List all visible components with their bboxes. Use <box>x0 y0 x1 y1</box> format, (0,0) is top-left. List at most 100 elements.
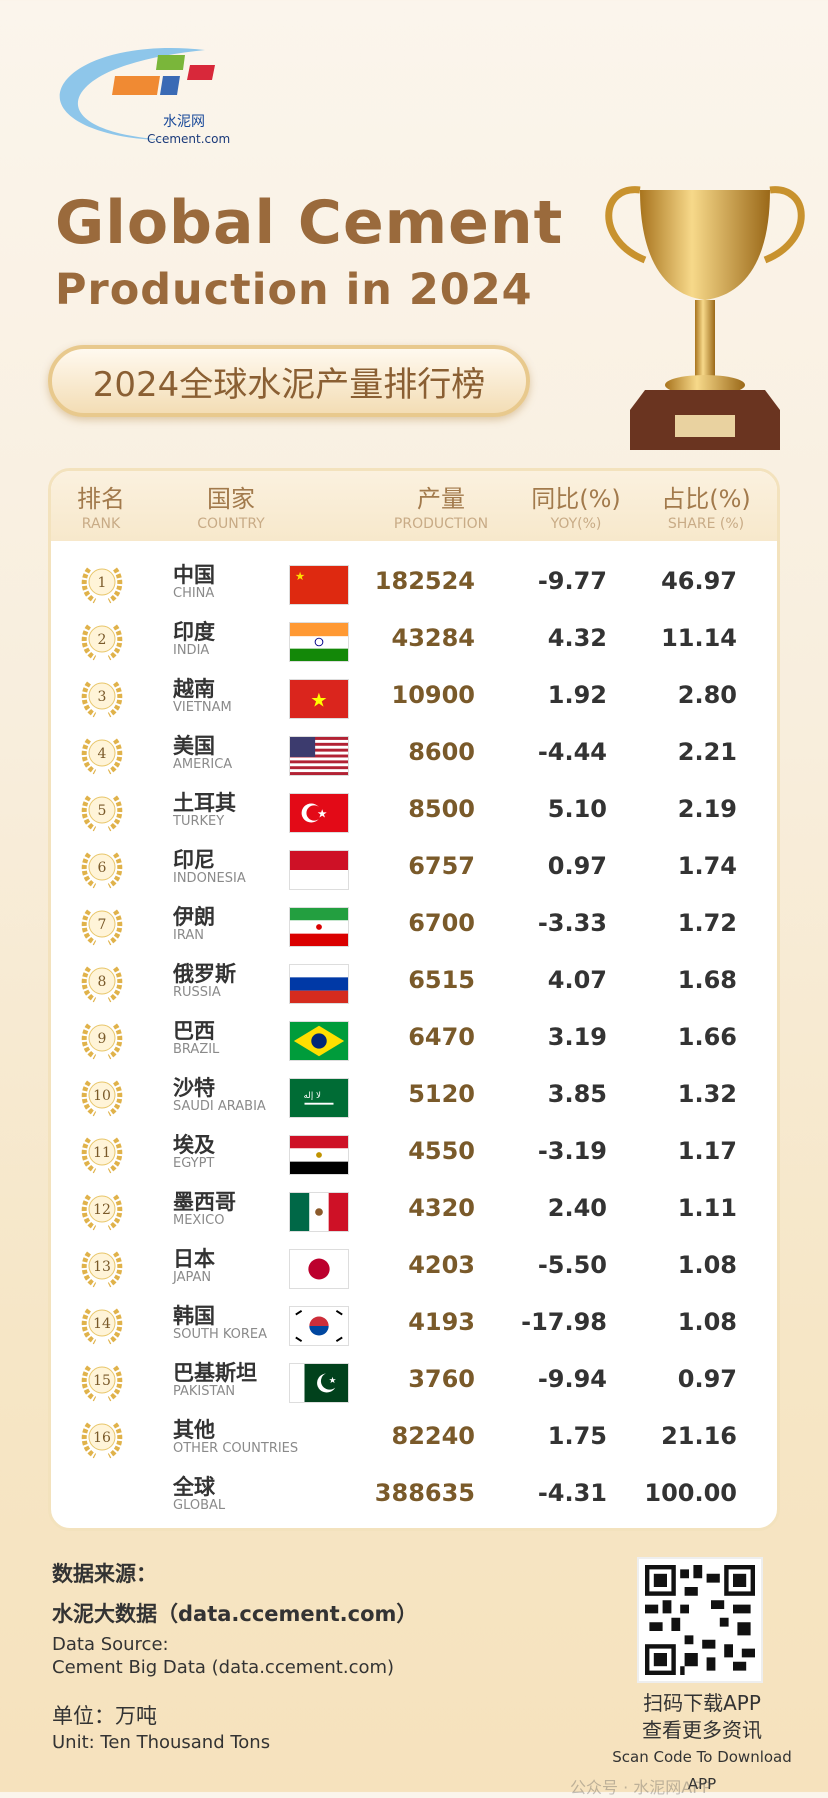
logo-zh: 水泥网 <box>163 114 205 130</box>
rank-number: 14 <box>93 1316 111 1332</box>
yoy-value: 1.92 <box>547 681 607 709</box>
rank-number: 13 <box>93 1259 111 1275</box>
production-value: 388635 <box>374 1479 475 1507</box>
table-row: 9 巴西 BRAZIL 6470 3.19 1.66 <box>51 1009 777 1066</box>
laurel-medal-icon: 5 <box>81 795 123 832</box>
production-value: 82240 <box>391 1422 476 1450</box>
rank-number: 11 <box>93 1145 111 1161</box>
table-row: 11 埃及 EGYPT 4550 -3.19 1.17 <box>51 1123 777 1180</box>
svg-text:★: ★ <box>317 807 327 821</box>
production-value: 6757 <box>408 852 475 880</box>
logo-en: Ccement.com <box>147 132 230 146</box>
country-name-zh: 土耳其 <box>173 791 236 815</box>
flag-kr-icon <box>289 1306 349 1346</box>
flag-tr-icon: ★ <box>289 793 349 833</box>
header-production: 产量 PRODUCTION <box>381 479 501 532</box>
qr-code[interactable] <box>637 1557 763 1683</box>
country-name-zh: 日本 <box>173 1247 215 1271</box>
qr-caption-3: Scan Code To Download APP <box>612 1748 792 1793</box>
yoy-value: 2.40 <box>547 1194 607 1222</box>
share-value: 1.74 <box>677 852 737 880</box>
laurel-medal-icon: 11 <box>81 1137 123 1174</box>
share-value: 46.97 <box>661 567 737 595</box>
share-value: 1.68 <box>677 966 737 994</box>
yoy-value: -4.31 <box>537 1479 607 1507</box>
header-rank-zh: 排名 <box>77 485 125 513</box>
production-value: 182524 <box>374 567 475 595</box>
country-name-zh: 伊朗 <box>173 905 215 929</box>
flag-jp-icon <box>289 1249 349 1289</box>
yoy-value: 4.32 <box>547 624 607 652</box>
share-value: 2.80 <box>677 681 737 709</box>
production-value: 6515 <box>408 966 475 994</box>
flag-pk-icon: ★ <box>289 1363 349 1403</box>
country-name-zh: 巴基斯坦 <box>173 1361 257 1385</box>
production-value: 4193 <box>408 1308 475 1336</box>
yoy-value: -3.19 <box>537 1137 607 1165</box>
qr-caption-1: 扫码下载APP <box>643 1691 761 1715</box>
laurel-medal-icon: 16 <box>81 1422 123 1459</box>
country-name-en: TURKEY <box>173 814 225 829</box>
share-value: 1.08 <box>677 1308 737 1336</box>
subtitle-pill: 2024全球水泥产量排行榜 <box>48 345 530 417</box>
rank-number: 6 <box>98 860 107 876</box>
table-row: 14 韩国 SOUTH KOREA 4193 -17.98 1.08 <box>51 1294 777 1351</box>
watermark: 公众号 · 水泥网APP <box>570 1778 712 1797</box>
country-name-zh: 越南 <box>173 677 215 701</box>
share-value: 2.21 <box>677 738 737 766</box>
trophy-icon <box>605 186 805 450</box>
header-share-en: SHARE (%) <box>667 516 745 532</box>
country-name-en: GLOBAL <box>173 1498 226 1513</box>
rank-number: 12 <box>93 1202 111 1218</box>
production-value: 8500 <box>408 795 475 823</box>
laurel-medal-icon: 9 <box>81 1023 123 1060</box>
production-value: 4203 <box>408 1251 475 1279</box>
rank-number: 9 <box>98 1031 107 1047</box>
table-header: 排名 RANK 国家 COUNTRY 产量 PRODUCTION 同比(%) YOY(%… <box>51 471 777 541</box>
table-row: 2 印度 INDIA 43284 4.32 11.14 <box>51 610 777 667</box>
country-name-zh: 韩国 <box>173 1304 215 1328</box>
table-row: 15 巴基斯坦 PAKISTAN ★ 3760 -9.94 0.97 <box>51 1351 777 1408</box>
rank-number: 1 <box>98 575 107 591</box>
laurel-medal-icon: 10 <box>81 1080 123 1117</box>
header-rank-en: RANK <box>81 516 121 532</box>
rank-number: 10 <box>93 1088 111 1104</box>
svg-text:ﻻ إله: ﻻ إله <box>304 1091 322 1101</box>
table-row: 5 土耳其 TURKEY ★ 8500 5.10 2.19 <box>51 781 777 838</box>
laurel-medal-icon: 6 <box>81 852 123 889</box>
rank-number: 3 <box>98 689 107 705</box>
country-name-zh: 墨西哥 <box>173 1190 236 1214</box>
country-name-en: MEXICO <box>173 1213 225 1228</box>
rank-number: 2 <box>98 632 107 648</box>
table-row: 4 美国 AMERICA 8600 -4.44 2.21 <box>51 724 777 781</box>
country-name-zh: 其他 <box>173 1418 215 1442</box>
header-yoy: 同比(%) YOY(%) <box>521 479 631 532</box>
country-name-en: INDONESIA <box>173 871 246 886</box>
yoy-value: 4.07 <box>547 966 607 994</box>
qr-caption: 扫码下载APP 查看更多资讯 Scan Code To Download APP <box>612 1690 792 1798</box>
production-value: 10900 <box>391 681 476 709</box>
share-value: 1.11 <box>677 1194 737 1222</box>
flag-ru-icon <box>289 964 349 1004</box>
flag-eg-icon <box>289 1135 349 1175</box>
country-name-en: PAKISTAN <box>173 1384 236 1399</box>
country-name-en: EGYPT <box>173 1156 215 1171</box>
table-row: 13 日本 JAPAN 4203 -5.50 1.08 <box>51 1237 777 1294</box>
flag-vn-icon: ★ <box>289 679 349 719</box>
yoy-value: 3.85 <box>547 1080 607 1108</box>
production-value: 43284 <box>391 624 476 652</box>
laurel-medal-icon: 1 <box>81 567 123 604</box>
unit-en: Unit: Ten Thousand Tons <box>52 1732 271 1753</box>
country-name-zh: 沙特 <box>173 1076 215 1100</box>
header-country-zh: 国家 <box>207 485 255 513</box>
svg-text:★: ★ <box>329 1376 337 1386</box>
country-name-zh: 全球 <box>173 1475 215 1499</box>
laurel-medal-icon: 3 <box>81 681 123 718</box>
production-value: 6700 <box>408 909 475 937</box>
share-value: 21.16 <box>661 1422 737 1450</box>
table-row: 10 沙特 SAUDI ARABIA ﻻ إله 5120 3.85 1.32 <box>51 1066 777 1123</box>
share-value: 2.19 <box>677 795 737 823</box>
country-name-zh: 巴西 <box>173 1019 215 1043</box>
production-value: 8600 <box>408 738 475 766</box>
laurel-medal-icon: 14 <box>81 1308 123 1345</box>
